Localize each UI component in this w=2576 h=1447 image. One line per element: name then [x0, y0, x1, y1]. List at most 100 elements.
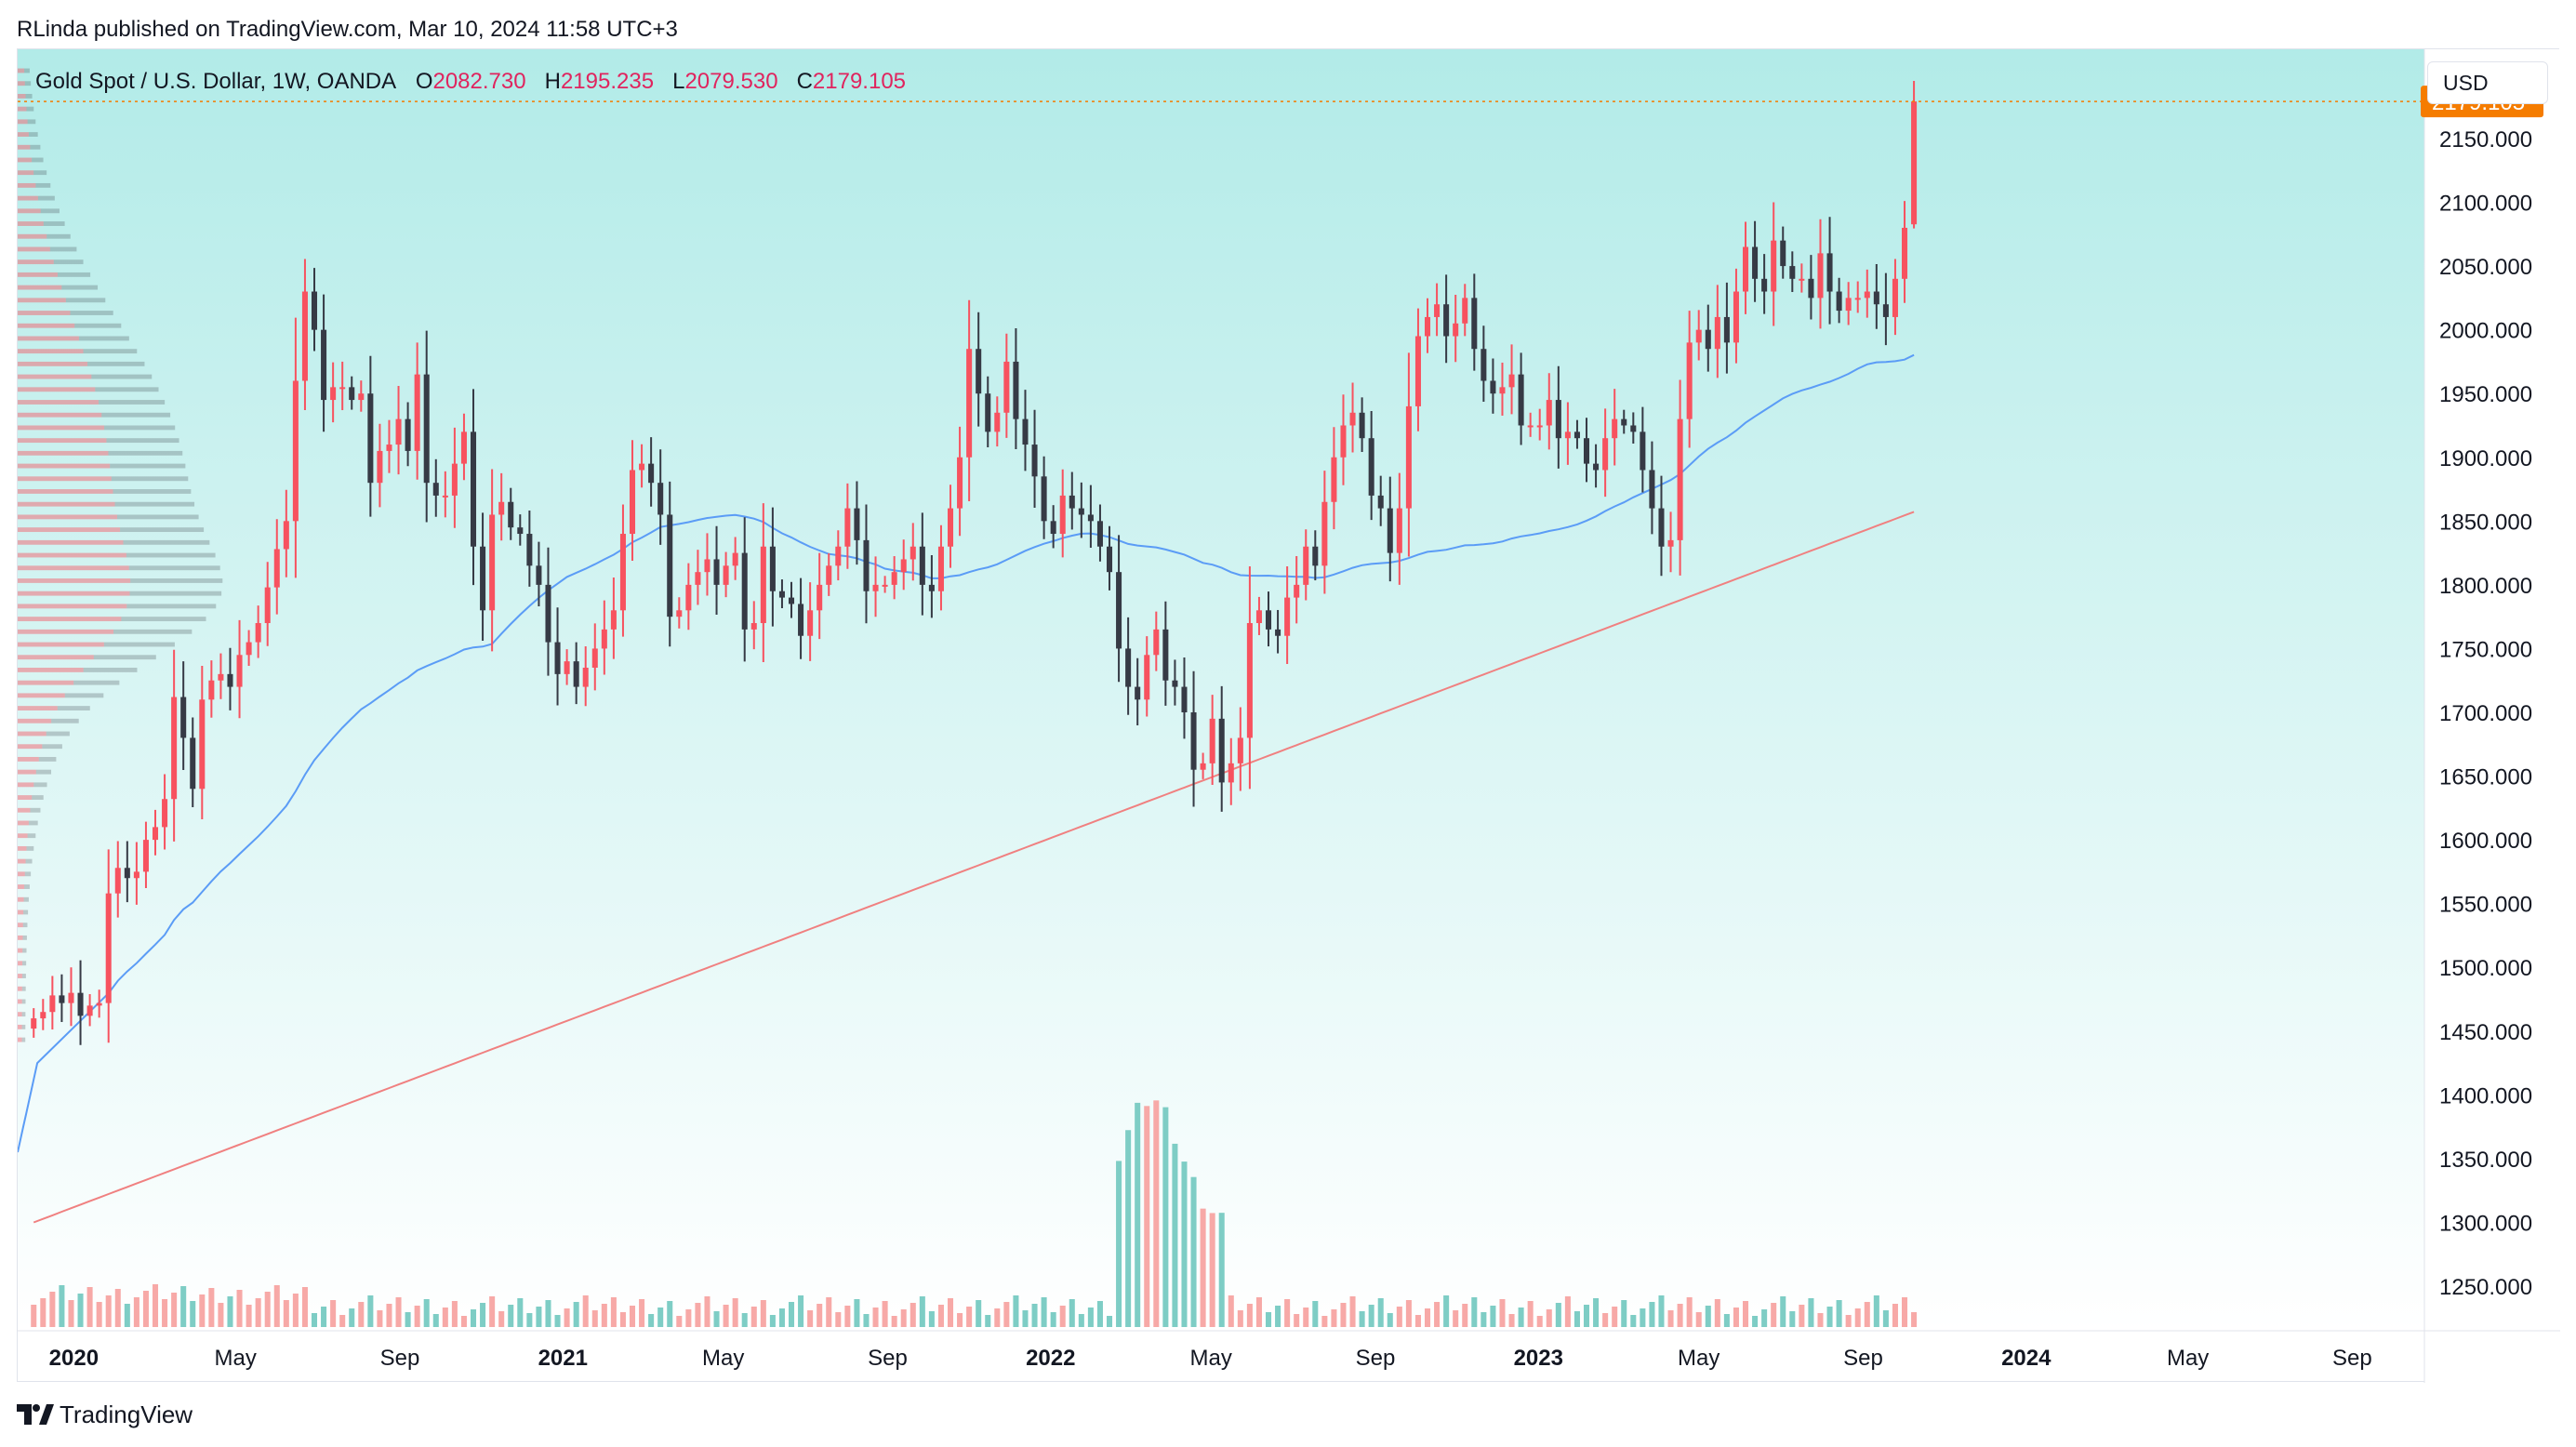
volume-profile-bar-up	[18, 909, 24, 915]
volume-profile-bar-down	[37, 195, 55, 201]
volume-bar	[1780, 1296, 1786, 1327]
volume-profile-bar-up	[18, 501, 115, 507]
tradingview-logo[interactable]: TradingView	[17, 1399, 193, 1430]
volume-bar	[1321, 1316, 1328, 1327]
volume-profile-bar-down	[26, 106, 34, 112]
volume-profile-bar-up	[18, 744, 43, 750]
candle-body	[1013, 361, 1019, 419]
volume-profile-bar-up	[18, 349, 84, 354]
volume-bar	[489, 1296, 496, 1327]
volume-profile-bar-down	[30, 144, 41, 150]
volume-bar	[124, 1304, 130, 1327]
volume-profile-bar-down	[103, 642, 175, 647]
volume-profile-bar-down	[46, 233, 71, 239]
candle-body	[96, 1002, 102, 1006]
candle-body	[1583, 438, 1590, 464]
candle-body	[460, 431, 467, 464]
volume-bar	[1518, 1308, 1524, 1327]
volume-profile-bar-up	[18, 578, 131, 583]
candle-body	[1228, 763, 1234, 783]
volume-profile-bar-down	[129, 591, 222, 596]
volume-bar	[778, 1308, 785, 1327]
volume-profile-bar-down	[78, 336, 129, 341]
volume-profile-bar-down	[35, 182, 51, 188]
volume-profile-bar-down	[22, 935, 27, 940]
candle-body	[395, 418, 402, 445]
candle-body	[591, 648, 598, 669]
volume-profile-bar-up	[18, 833, 28, 839]
candle-body	[1481, 349, 1487, 381]
candle-body	[423, 374, 430, 484]
time-tick-label: May	[1678, 1346, 1720, 1371]
candle-body	[1892, 278, 1898, 317]
volume-bar	[1536, 1316, 1543, 1327]
chart-frame[interactable]: 1250.000 1300.000 1350.000 1400.000 1450.000…	[17, 48, 2560, 1383]
candle-body	[451, 463, 458, 496]
candle-body	[704, 559, 710, 573]
candle-body	[264, 587, 271, 624]
price-tick-label: 2000.000	[2439, 319, 2532, 344]
volume-bar	[1265, 1312, 1272, 1327]
volume-profile-bar-up	[18, 642, 104, 647]
candle-body	[1695, 329, 1702, 343]
candle-body	[49, 995, 56, 1013]
volume-bar	[545, 1300, 551, 1327]
candle-body	[1658, 508, 1665, 547]
volume-profile-bar-down	[26, 845, 34, 851]
volume-bar	[732, 1298, 738, 1327]
candle-body	[826, 565, 832, 585]
volume-bar	[171, 1293, 178, 1327]
currency-button[interactable]: USD	[2427, 61, 2548, 104]
candle-body	[976, 349, 982, 394]
candle-body	[236, 655, 243, 687]
legend-high-label: H	[544, 69, 561, 94]
time-axis[interactable]: 2020 May Sep 2021 May Sep 2022 May Sep 2023 May Sep…	[49, 1346, 2372, 1371]
volume-bar	[1612, 1307, 1618, 1327]
volume-bar	[1733, 1308, 1739, 1327]
volume-profile-bar-down	[33, 170, 47, 176]
volume-profile-bar-up	[18, 896, 24, 902]
candle-body	[1181, 686, 1188, 712]
price-axis[interactable]: 1250.000 1300.000 1350.000 1400.000 1450.000…	[2439, 63, 2532, 1300]
volume-profile-bar-down	[70, 311, 113, 315]
volume-bar	[498, 1311, 505, 1327]
volume-bar	[1771, 1303, 1777, 1327]
candle-body	[1593, 463, 1600, 471]
volume-bar	[339, 1315, 346, 1327]
volume-bar	[1031, 1304, 1038, 1327]
volume-profile-bar-up	[18, 170, 34, 176]
volume-bar	[1359, 1311, 1365, 1327]
volume-bar	[1087, 1308, 1094, 1327]
candle-body	[1396, 508, 1402, 553]
volume-bar	[1377, 1298, 1384, 1327]
time-tick-label: 2021	[538, 1346, 588, 1371]
volume-profile-bar-up	[18, 259, 54, 265]
volume-profile-bar-down	[40, 208, 60, 214]
volume-bar	[1050, 1312, 1056, 1327]
volume-bar	[1424, 1308, 1431, 1327]
candle-body	[377, 450, 383, 484]
candlestick-chart[interactable]: 1250.000 1300.000 1350.000 1400.000 1450.000…	[18, 49, 2560, 1383]
volume-profile-bar-up	[18, 668, 84, 672]
candle-body	[517, 527, 524, 535]
volume-profile-bar-down	[61, 285, 99, 290]
candle-body	[1349, 412, 1356, 426]
volume-bar	[311, 1313, 318, 1327]
volume-profile-bar-down	[53, 259, 84, 265]
time-tick-label: Sep	[868, 1346, 908, 1371]
volume-profile-bar-up	[18, 311, 71, 315]
candle-body	[1368, 438, 1374, 496]
price-tick-label: 2100.000	[2439, 192, 2532, 217]
volume-profile-bar-down	[57, 272, 91, 277]
volume-profile-bar-down	[24, 884, 30, 889]
price-axis-background[interactable]	[2424, 49, 2560, 1383]
candle-body	[1546, 400, 1552, 426]
candle-body	[1246, 623, 1253, 738]
candle-body	[554, 642, 561, 674]
volume-bar	[86, 1287, 93, 1327]
volume-profile-bar-up	[18, 807, 31, 813]
volume-bar	[835, 1312, 842, 1327]
volume-bar	[1593, 1298, 1600, 1327]
volume-profile-bar-up	[18, 272, 58, 277]
candle-body	[798, 604, 804, 636]
